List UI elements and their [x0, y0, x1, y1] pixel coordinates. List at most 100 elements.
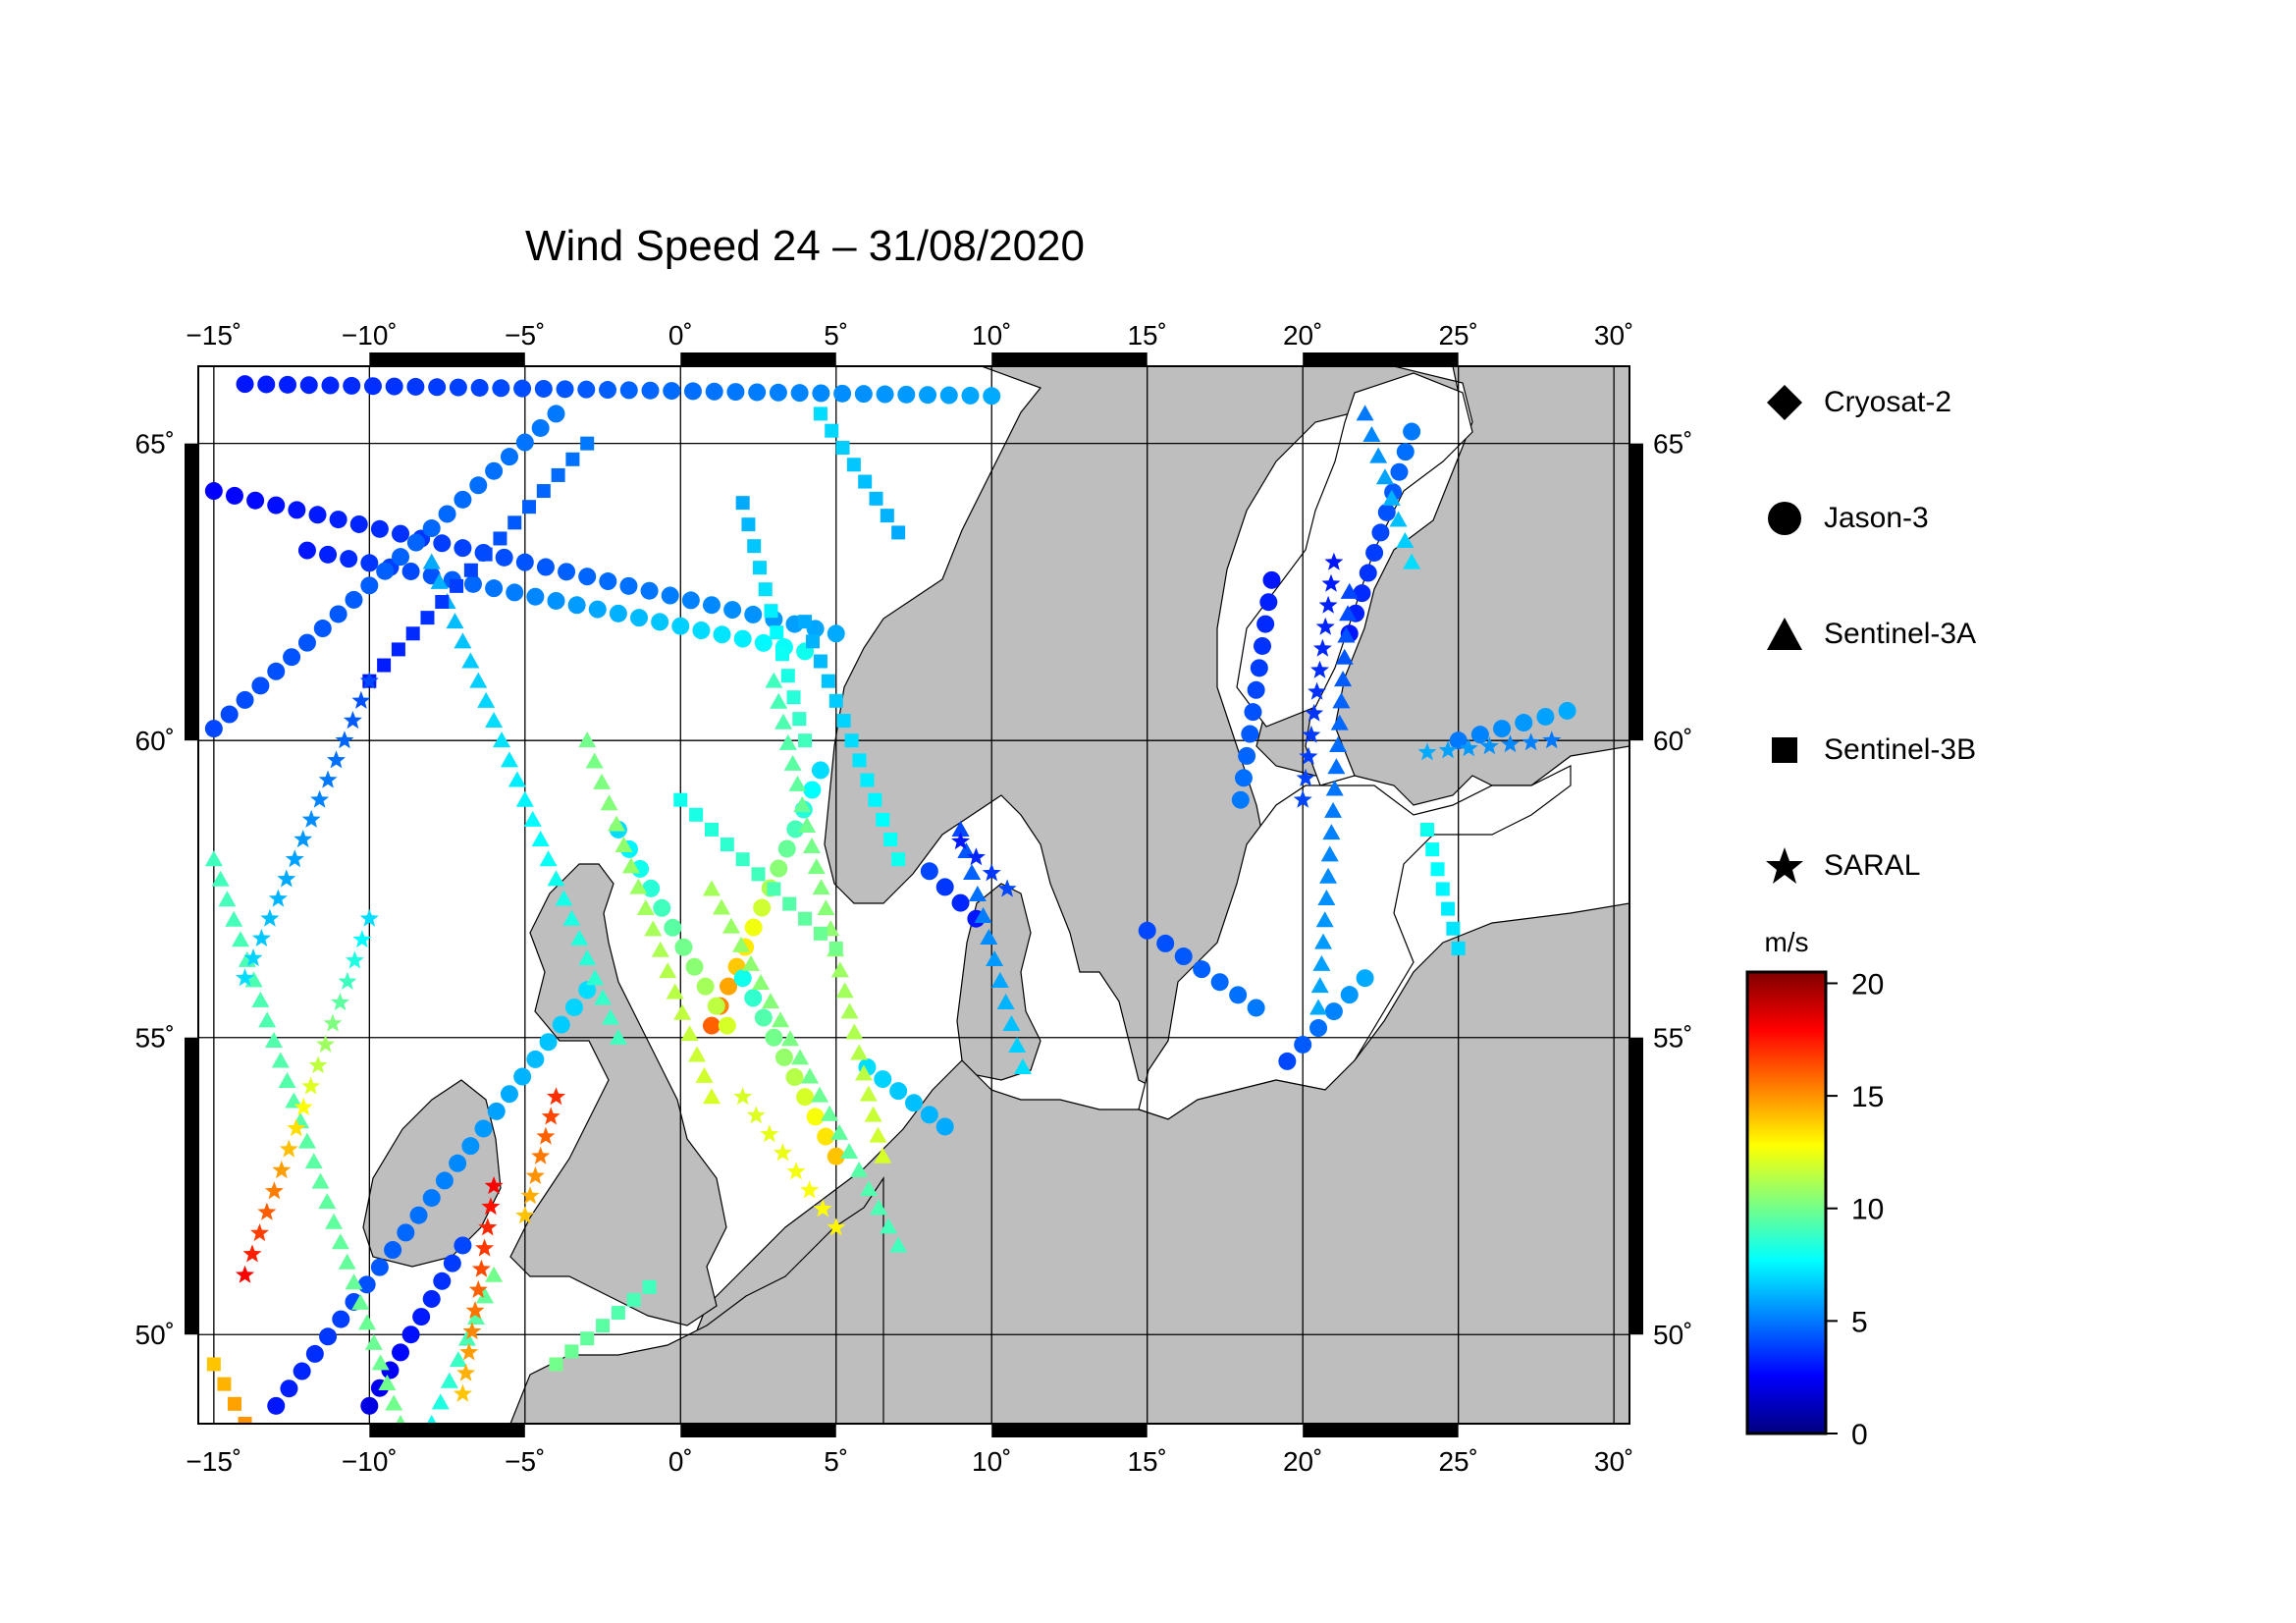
saral-marker: [1310, 660, 1329, 678]
jason-3-marker: [578, 568, 597, 586]
sentinel-3b-marker: [580, 1331, 595, 1346]
saral-marker: [1417, 742, 1437, 761]
sentinel-3a-marker: [578, 731, 597, 748]
sentinel-3a-marker: [880, 1217, 898, 1234]
jason-3-marker: [806, 1108, 825, 1126]
sentinel-3a-marker: [311, 1172, 330, 1189]
sentinel-3b-marker: [813, 926, 828, 941]
saral-marker: [982, 863, 1001, 882]
legend-item-sentinel-3b: Sentinel-3B: [1765, 721, 1976, 780]
sentinel-3a-marker: [712, 898, 730, 915]
lon-tick-label-bottom: −10˚: [342, 1446, 398, 1477]
jason-3-marker: [713, 625, 731, 644]
sentinel-3a-marker: [621, 857, 640, 874]
sentinel-3a-marker: [395, 1415, 406, 1424]
jason-3-marker: [319, 545, 338, 564]
sentinel-3a-marker: [869, 1126, 887, 1143]
sentinel-3a-marker: [358, 1314, 377, 1330]
saral-marker: [249, 1223, 269, 1242]
saral-marker: [951, 832, 971, 850]
sentinel-3a-marker: [788, 775, 807, 791]
sentinel-3a-marker: [378, 1374, 397, 1390]
jason-3-marker: [547, 591, 565, 610]
jason-3-marker: [1403, 422, 1421, 441]
sentinel-3a-marker: [791, 1049, 810, 1065]
jason-3-marker: [449, 378, 467, 397]
sentinel-3a-marker: [1335, 648, 1354, 665]
jason-3-marker: [827, 624, 845, 643]
saral-marker: [301, 809, 321, 828]
jason-3-marker: [487, 1102, 506, 1120]
jason-3-marker: [702, 1016, 721, 1035]
sentinel-3b-marker: [391, 642, 405, 657]
jason-3-marker: [515, 433, 534, 452]
saral-marker: [1305, 703, 1324, 722]
jason-3-marker: [765, 1028, 783, 1047]
sentinel-3b-marker: [735, 852, 750, 867]
sentinel-3a-marker: [1329, 735, 1348, 752]
jason-3-marker: [534, 379, 553, 398]
jason-3-marker: [588, 600, 607, 619]
colorbar-gradient: [1745, 970, 1828, 1435]
jason-3-marker: [707, 997, 725, 1015]
jason-3-marker: [663, 382, 681, 401]
jason-3-marker: [935, 1117, 954, 1136]
lat-tick-label-left: 60˚: [135, 726, 175, 756]
jason-3-marker: [599, 572, 617, 591]
sentinel-3a-marker: [585, 752, 604, 769]
sentinel-3b-marker: [580, 436, 595, 451]
jason-3-marker: [461, 1137, 480, 1156]
sentinel-3a-marker: [695, 1066, 714, 1083]
jason-3-marker: [454, 490, 472, 509]
jason-3-marker: [661, 586, 679, 605]
axis-tick-labels: −15˚ −15˚ −10˚ −10˚ −5˚ −5˚ 0˚ 0˚ 5˚ 5˚ 10˚ 10˚ 15˚ 1…: [135, 320, 1693, 1477]
saral-marker: [515, 1206, 535, 1224]
jason-3-marker: [1250, 659, 1268, 677]
sentinel-3b-marker: [798, 911, 813, 926]
frame-bar-bottom: [991, 1424, 1148, 1437]
jason-3-marker: [577, 380, 596, 399]
saral-marker: [453, 1383, 472, 1402]
sentinel-3b-marker: [767, 882, 781, 896]
sentinel-3b-marker: [689, 807, 704, 822]
saral-marker: [268, 889, 288, 907]
sentinel-3a-marker: [968, 885, 987, 901]
jason-3-marker: [392, 1343, 410, 1362]
jason-3-marker: [578, 981, 597, 1000]
sentinel-3b-marker: [1441, 901, 1456, 916]
sentinel-3a-marker: [765, 672, 783, 688]
saral-marker: [1542, 730, 1562, 749]
graticule: [198, 366, 1629, 1424]
sentinel-3b-marker: [770, 625, 784, 640]
saral-marker: [279, 1139, 298, 1158]
saral-marker: [351, 690, 371, 709]
sentinel-3a-marker: [1356, 405, 1374, 421]
jason-3-marker: [474, 1119, 493, 1138]
saral-marker: [966, 847, 986, 866]
jason-3-marker: [599, 381, 617, 400]
jason-3-marker: [733, 629, 752, 648]
sentinel-3a-marker: [1362, 426, 1381, 443]
jason-3-marker: [236, 690, 254, 709]
sentinel-3a-marker: [271, 1052, 290, 1068]
sentinel-3b-marker: [828, 941, 843, 955]
sentinel-3b-marker: [891, 525, 906, 540]
jason-3-marker: [1244, 703, 1262, 722]
sentinel-3a-marker: [762, 993, 780, 1009]
sentinel-3a-marker: [629, 878, 648, 894]
sentinel-3b-marker: [1435, 882, 1450, 896]
sentinel-3b-marker: [522, 500, 537, 514]
sentinel-3a-marker: [807, 858, 826, 875]
jason-3-marker: [319, 1327, 338, 1346]
saral-marker: [541, 1107, 561, 1125]
sentinel-3b-marker: [858, 474, 873, 489]
lat-tick-label-right: 60˚: [1653, 726, 1692, 756]
sentinel-3b-marker: [626, 1292, 641, 1307]
sentinel-3b-marker: [868, 792, 882, 807]
sentinel-3a-marker: [1309, 999, 1328, 1015]
frame-bar-bottom: [680, 1424, 836, 1437]
saral-marker: [813, 1199, 832, 1217]
sentinel-3b-marker: [786, 690, 801, 705]
saral-marker: [352, 930, 372, 948]
jason-3-marker: [267, 496, 286, 514]
